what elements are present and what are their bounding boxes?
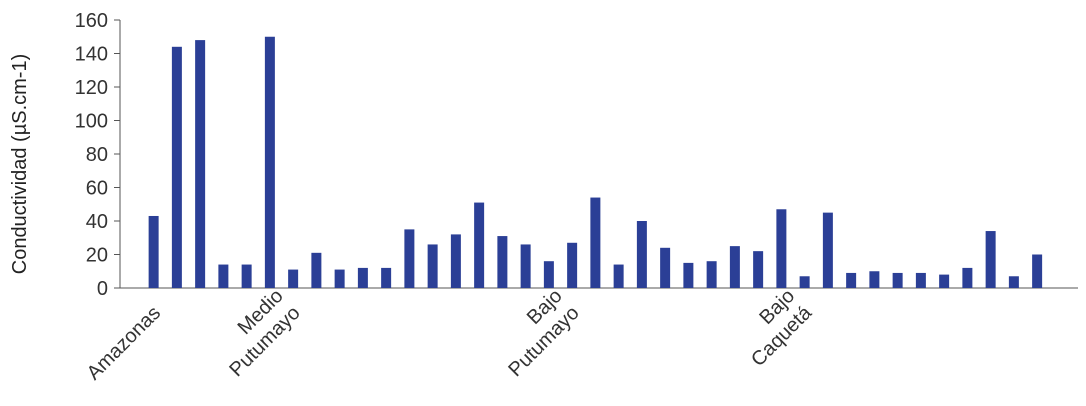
bar [776, 209, 787, 288]
bar [753, 251, 764, 288]
bar [985, 231, 996, 288]
axis-layer: 0 20 40 60 80 100 120 140 160 [75, 10, 1078, 300]
y-tick-label: 80 [86, 144, 108, 166]
x-category-label: MedioPutumayo [208, 285, 304, 381]
y-tick-label: 20 [86, 245, 108, 267]
bar [636, 221, 647, 288]
bars-layer [148, 36, 1043, 289]
bar [567, 242, 578, 288]
bar [660, 247, 671, 288]
bar [683, 262, 694, 289]
bar [543, 261, 554, 288]
y-tick-label: 40 [86, 211, 108, 233]
bar [892, 272, 903, 288]
bar [729, 246, 740, 289]
y-axis-title: Conductividad (µS.cm-1) [9, 54, 31, 275]
bar [288, 269, 299, 288]
bar [706, 261, 717, 288]
bar [590, 197, 601, 288]
bar [404, 229, 415, 289]
bar [427, 244, 438, 288]
bar [218, 264, 229, 288]
x-category-label: BajoCaquetá [730, 284, 817, 371]
bar [148, 215, 159, 288]
bar [939, 274, 950, 288]
labels-layer: Amazonas MedioPutumayo BajoPutumayo BajoCaq… [83, 284, 817, 384]
bar [613, 264, 624, 288]
y-tick-label: 120 [75, 77, 108, 99]
bar [171, 46, 182, 288]
bar [357, 267, 368, 288]
x-category-label: Amazonas [83, 302, 165, 384]
bar [962, 267, 973, 288]
x-category-label-line: Amazonas [83, 302, 165, 384]
bar [822, 212, 833, 289]
bar [799, 276, 810, 288]
bar [497, 236, 508, 288]
bar [241, 264, 252, 288]
y-tick-label: 0 [97, 278, 108, 300]
bar [869, 271, 880, 288]
bar [381, 267, 392, 288]
bar [264, 36, 275, 288]
bar [334, 269, 345, 288]
bar [195, 40, 206, 288]
y-tick-label: 100 [75, 111, 108, 133]
bar [520, 244, 531, 288]
bar [1032, 254, 1043, 288]
y-tick-label: 60 [86, 178, 108, 200]
bar [1008, 276, 1019, 288]
bar [450, 234, 461, 288]
y-tick-label: 140 [75, 44, 108, 66]
y-tick-label: 160 [75, 10, 108, 32]
x-category-label: BajoPutumayo [487, 285, 583, 381]
bar [915, 272, 926, 288]
bar [846, 272, 857, 288]
bar [474, 202, 485, 288]
bar [311, 252, 322, 288]
